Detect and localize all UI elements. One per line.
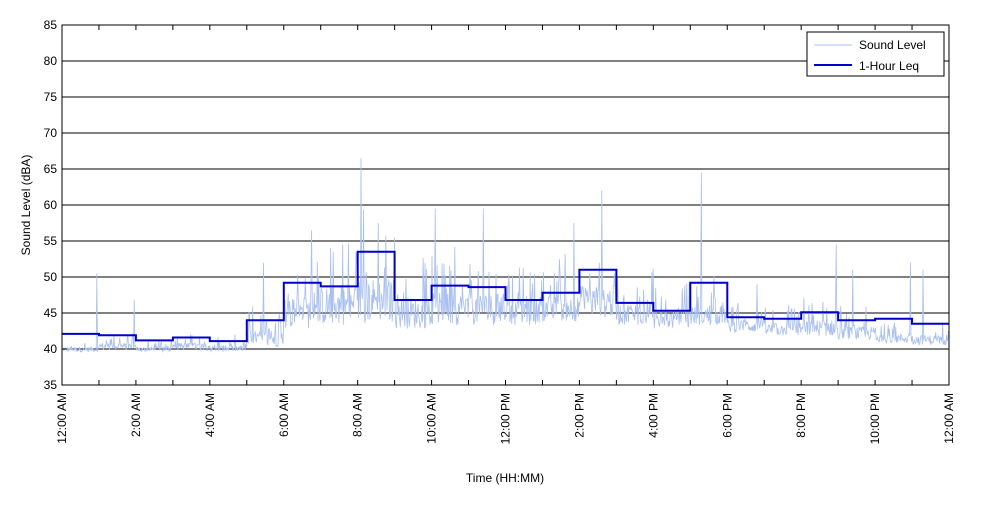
grid [62, 60, 949, 350]
x-tick-label: 12:00 PM [499, 393, 513, 444]
x-tick-label: 6:00 PM [720, 393, 734, 438]
x-tick-label: 2:00 PM [572, 393, 586, 438]
y-tick-label: 75 [44, 90, 58, 104]
legend: Sound Level 1-Hour Leq [806, 31, 945, 77]
x-axis-label: Time (HH:MM) [466, 471, 544, 485]
y-tick-label: 80 [44, 54, 58, 68]
x-tick-label: 2:00 AM [129, 393, 143, 437]
legend-label-1-hour-leq: 1-Hour Leq [859, 59, 919, 73]
x-tick-label: 10:00 PM [868, 393, 882, 444]
axes: 35 40 45 50 55 60 65 70 75 80 85 12:00 AM 2:00 AM 4:0… [44, 18, 956, 444]
y-tick-label: 65 [44, 162, 58, 176]
x-tick-label: 12:00 AM [55, 393, 69, 444]
x-tick-label: 4:00 AM [203, 393, 217, 437]
y-tick-label: 35 [44, 378, 58, 392]
y-axis-label: Sound Level (dBA) [19, 155, 33, 256]
y-tick-label: 45 [44, 306, 58, 320]
y-tick-label: 70 [44, 126, 58, 140]
series-1-hour-leq-line [62, 250, 949, 343]
x-tick-label: 8:00 PM [794, 393, 808, 438]
y-tick-label: 50 [44, 270, 58, 284]
x-tick-label: 8:00 AM [351, 393, 365, 437]
x-tick-label: 12:00 AM [942, 393, 956, 444]
y-tick-label: 60 [44, 198, 58, 212]
y-tick-label: 55 [44, 234, 58, 248]
legend-label-sound-level: Sound Level [859, 38, 926, 52]
y-tick-label: 40 [44, 342, 58, 356]
series-sound-level-line [61, 158, 950, 353]
series-layer [61, 158, 950, 353]
x-tick-label: 10:00 AM [425, 393, 439, 444]
y-tick-label: 85 [44, 18, 58, 32]
x-tick-label: 6:00 AM [277, 393, 291, 437]
legend-box [806, 31, 945, 77]
x-tick-label: 4:00 PM [646, 393, 660, 438]
